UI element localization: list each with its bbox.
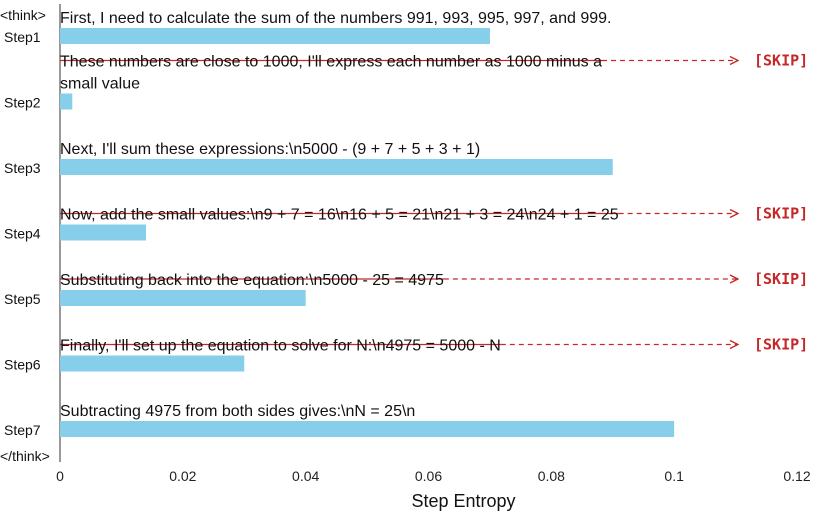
step-label-2: Step2 xyxy=(4,95,41,111)
step-label-7: Step7 xyxy=(4,422,41,438)
step-label-1: Step1 xyxy=(4,29,41,45)
step-text-3: Next, I'll sum these expressions:\n5000 … xyxy=(60,141,480,158)
x-tick-label-2: 0.04 xyxy=(292,468,319,484)
bar-step-6 xyxy=(60,355,245,372)
step-text-2-line-1: These numbers are close to 1000, I'll ex… xyxy=(60,54,602,71)
skip-tag-step-6: [SKIP] xyxy=(754,336,808,354)
step-text-5: Substituting back into the equation:\n50… xyxy=(60,272,444,289)
x-tick-label-1: 0.02 xyxy=(169,468,196,484)
bar-step-4 xyxy=(60,224,146,241)
step-text-2-line-2: small value xyxy=(60,76,140,93)
step-label-6: Step6 xyxy=(4,357,41,373)
think-end-label: </think> xyxy=(0,448,50,464)
bar-step-2 xyxy=(60,93,73,110)
skip-tag-step-4: [SKIP] xyxy=(754,205,808,223)
step-text-7: Subtracting 4975 from both sides gives:\… xyxy=(60,403,415,420)
x-tick-label-6: 0.12 xyxy=(783,468,810,484)
x-tick-label-5: 0.1 xyxy=(664,468,684,484)
step-label-3: Step3 xyxy=(4,160,41,176)
step-text-1: First, I need to calculate the sum of th… xyxy=(60,10,611,27)
skip-tag-step-2: [SKIP] xyxy=(754,52,808,70)
x-tick-label-3: 0.06 xyxy=(415,468,442,484)
think-start-label: <think> xyxy=(0,7,46,23)
x-tick-label-0: 0 xyxy=(56,468,64,484)
bar-step-3 xyxy=(60,159,613,175)
bar-step-1 xyxy=(60,28,490,44)
skip-tag-step-5: [SKIP] xyxy=(754,270,808,288)
x-axis-label: Step Entropy xyxy=(411,491,515,511)
step-text-4: Now, add the small values:\n9 + 7 = 16\n… xyxy=(60,207,619,224)
step-text-6: Finally, I'll set up the equation to sol… xyxy=(60,338,501,355)
x-tick-label-4: 0.08 xyxy=(538,468,565,484)
bar-step-7 xyxy=(60,421,675,437)
bar-step-5 xyxy=(60,290,306,306)
step-label-4: Step4 xyxy=(4,226,41,242)
step-label-5: Step5 xyxy=(4,291,41,307)
